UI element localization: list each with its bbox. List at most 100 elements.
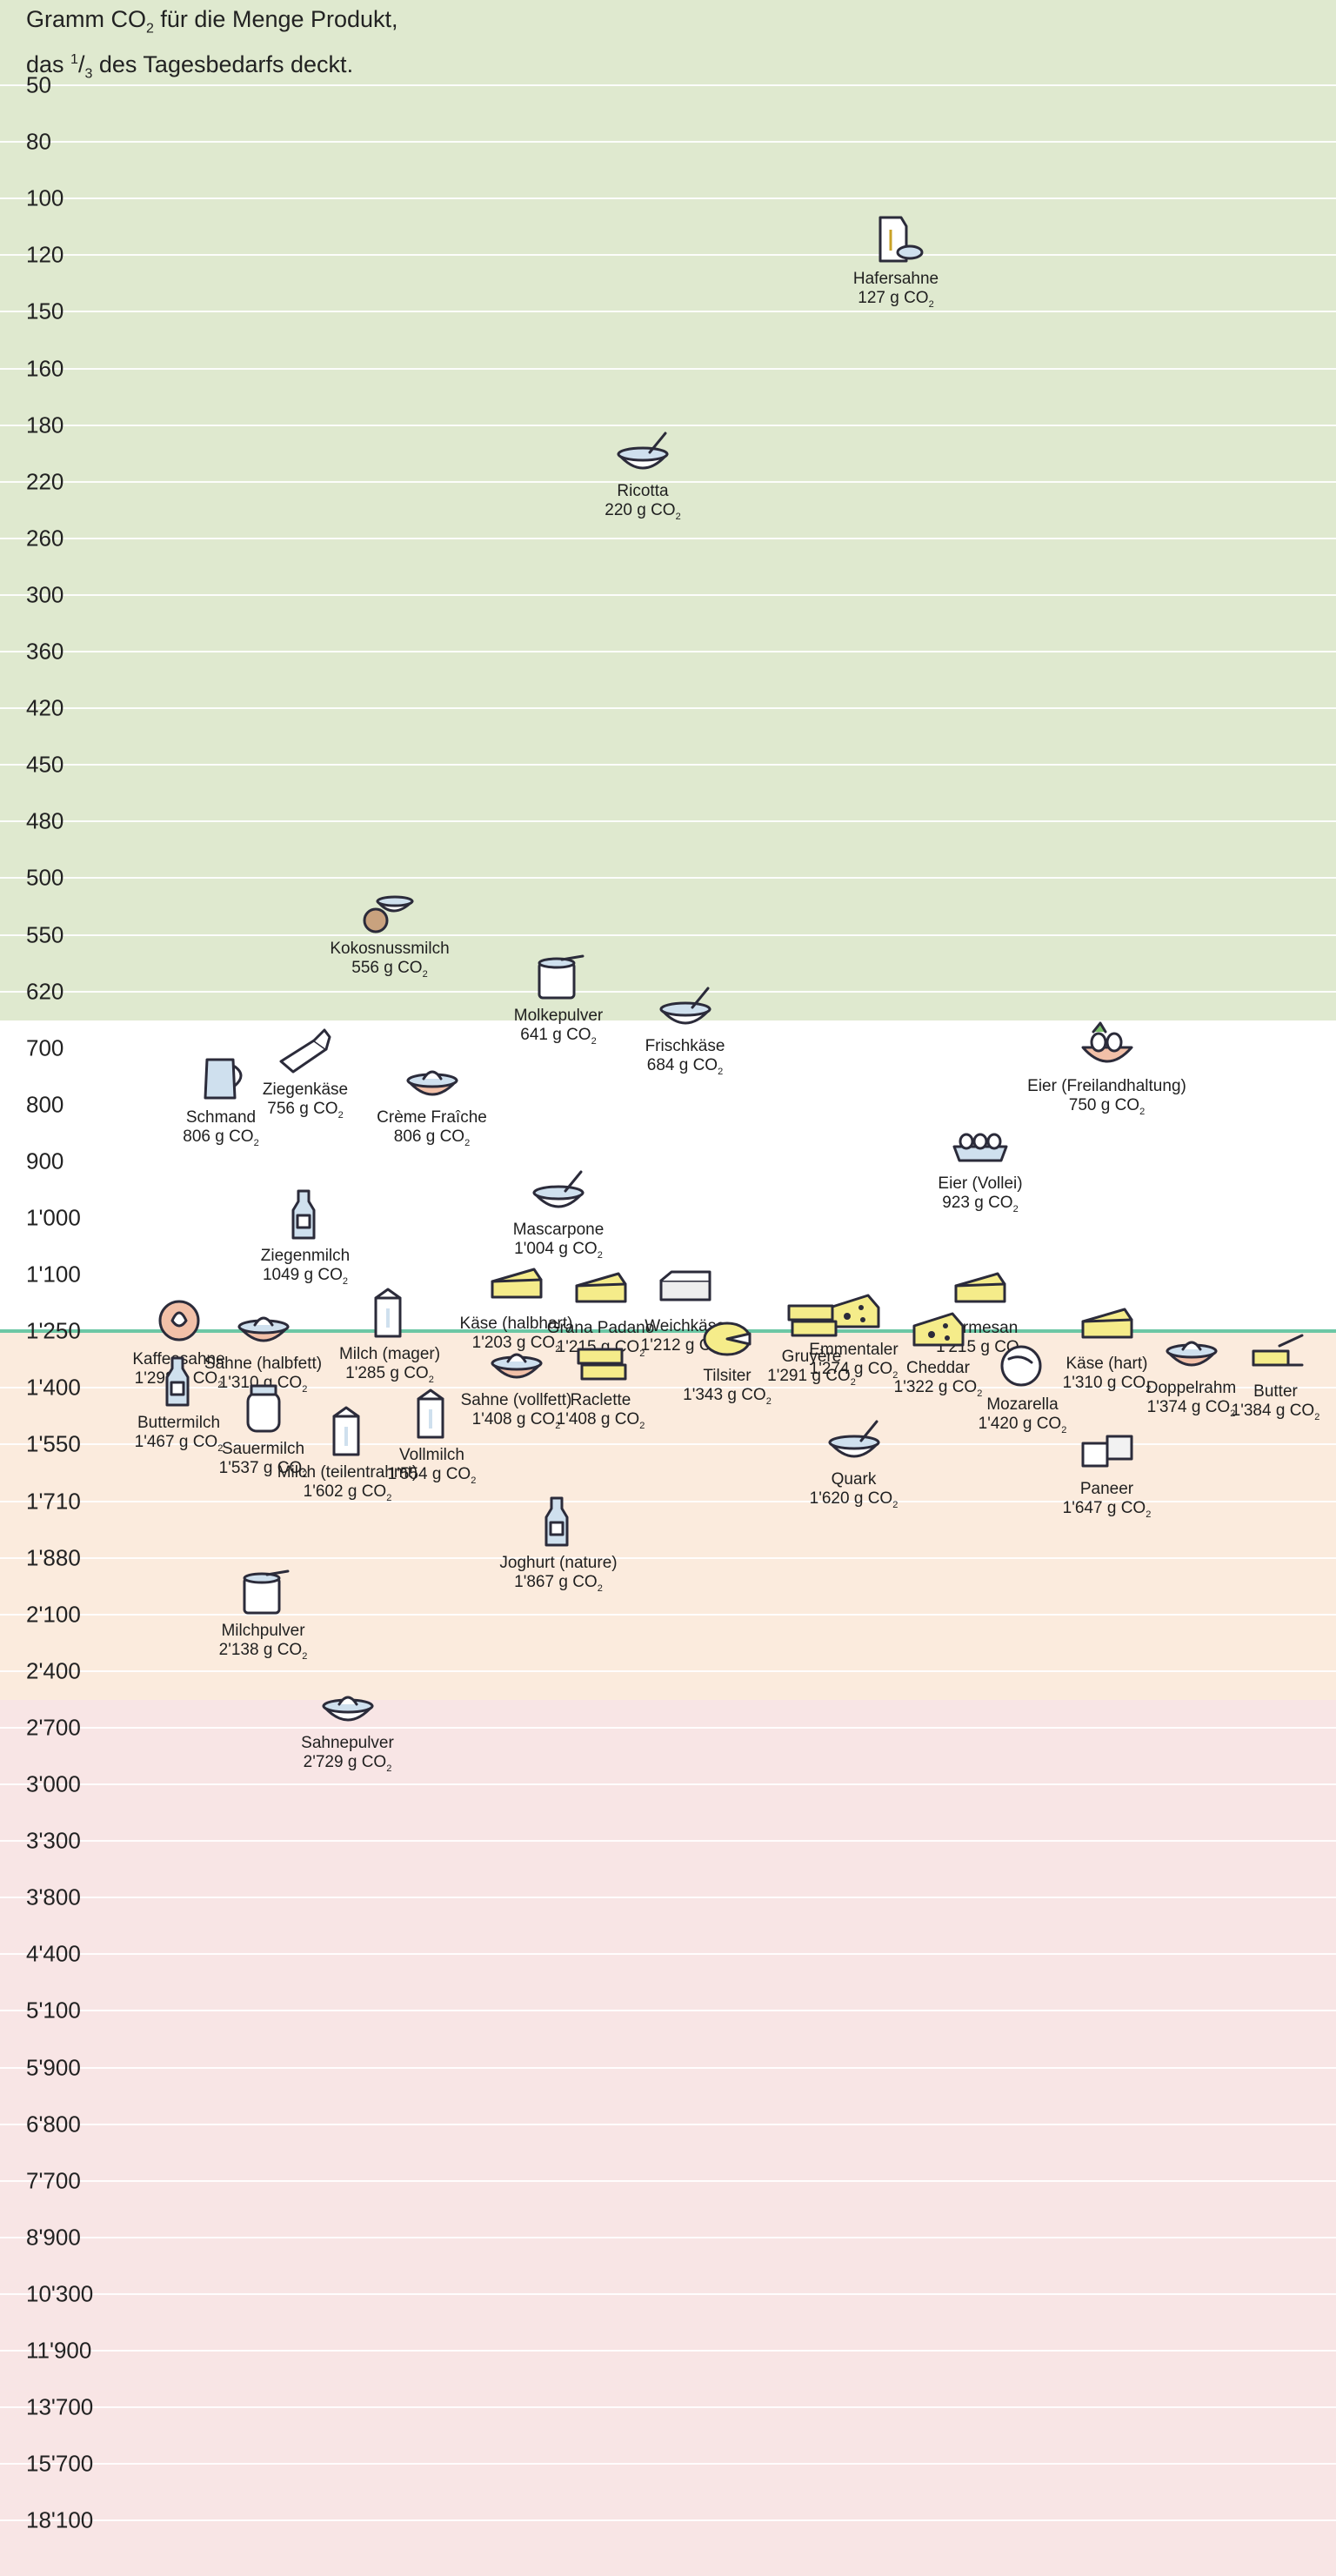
data-point-label: Milch (teilentrahmt) bbox=[277, 1463, 418, 1482]
data-point: Sauermilch 1'537 g CO2 bbox=[159, 1377, 368, 1484]
gridline bbox=[0, 764, 1336, 766]
y-tick-label: 15'700 bbox=[26, 2450, 94, 2477]
data-point: Ziegenkäse 756 g CO2 bbox=[201, 1018, 410, 1125]
y-tick-label: 700 bbox=[26, 1034, 64, 1061]
data-point-value: 1'554 g CO2 bbox=[387, 1465, 477, 1486]
title-subscript: 3 bbox=[84, 66, 93, 82]
unit-subscript: 2 bbox=[555, 1420, 561, 1431]
data-point-value: 1'310 g CO2 bbox=[218, 1374, 308, 1395]
y-tick-label: 3'300 bbox=[26, 1827, 81, 1854]
data-point-value: 1'291 g CO2 bbox=[767, 1366, 856, 1388]
data-point-value: 1'647 g CO2 bbox=[1062, 1498, 1152, 1520]
bowl-icon bbox=[581, 974, 790, 1037]
unit-subscript: 2 bbox=[428, 1374, 434, 1385]
data-point-value: 756 g CO2 bbox=[267, 1100, 344, 1121]
unit-subscript: 2 bbox=[464, 1137, 471, 1148]
gridline bbox=[0, 877, 1336, 880]
gridline bbox=[0, 2519, 1336, 2522]
data-point-label: Quark bbox=[831, 1469, 877, 1489]
gridline bbox=[0, 1953, 1336, 1956]
data-point-value: 220 g CO2 bbox=[605, 500, 681, 522]
data-point-value: 750 g CO2 bbox=[1068, 1096, 1146, 1118]
gridline bbox=[0, 2236, 1336, 2238]
y-tick-label: 3'800 bbox=[26, 1883, 81, 1910]
y-tick-label: 420 bbox=[26, 694, 64, 721]
y-tick-label: 5'100 bbox=[26, 1997, 81, 2024]
data-point: Ziegenmilch 1049 g CO2 bbox=[201, 1184, 410, 1291]
y-tick-label: 450 bbox=[26, 751, 64, 778]
data-point-label: Milch (mager) bbox=[338, 1345, 441, 1364]
holey-cheese-icon bbox=[750, 1278, 959, 1341]
bowl-icon bbox=[538, 419, 747, 482]
powder-tin-icon bbox=[454, 944, 663, 1007]
goat-cheese-icon bbox=[201, 1018, 410, 1081]
egg-carton-icon bbox=[876, 1112, 1085, 1174]
data-point-label: Doppelrahm bbox=[1146, 1378, 1237, 1397]
chart-title: Gramm CO2 für die Menge Produkt, das 1/3… bbox=[26, 3, 398, 90]
data-point: Milch (teilentrahmt) 1'602 g CO2 bbox=[244, 1401, 452, 1508]
y-tick-label: 550 bbox=[26, 921, 64, 947]
y-tick-label: 7'700 bbox=[26, 2167, 81, 2194]
data-point-label: Kokosnussmilch bbox=[330, 940, 450, 959]
y-tick-label: 18'100 bbox=[26, 2506, 94, 2533]
y-tick-label: 1'000 bbox=[26, 1204, 81, 1231]
unit-subscript: 2 bbox=[217, 1442, 224, 1454]
data-point: Käse (hart) 1'310 g CO2 bbox=[1003, 1292, 1212, 1399]
data-point-label: Butter bbox=[1253, 1382, 1298, 1401]
gridline bbox=[0, 990, 1336, 993]
unit-subscript: 2 bbox=[928, 298, 934, 310]
y-tick-label: 2'700 bbox=[26, 1714, 81, 1741]
gridline bbox=[0, 141, 1336, 144]
unit-subscript: 2 bbox=[302, 1651, 308, 1663]
data-point-value: 127 g CO2 bbox=[858, 288, 934, 310]
data-point-label: Frischkäse bbox=[645, 1037, 725, 1056]
cheese-block-icon bbox=[707, 1285, 916, 1348]
data-point: Sahnepulver 2'729 g CO2 bbox=[244, 1671, 452, 1778]
data-point-label: Vollmilch bbox=[399, 1446, 464, 1465]
y-tick-label: 50 bbox=[26, 71, 51, 98]
y-tick-label: 11'900 bbox=[26, 2337, 92, 2364]
y-tick-label: 2'100 bbox=[26, 1601, 81, 1628]
y-tick-label: 3'000 bbox=[26, 1770, 81, 1797]
y-tick-label: 260 bbox=[26, 525, 64, 552]
yogurt-jar-icon bbox=[159, 1377, 368, 1440]
unit-subscript: 2 bbox=[765, 1396, 772, 1408]
data-point-label: Tilsiter bbox=[703, 1367, 752, 1386]
y-tick-label: 1'710 bbox=[26, 1488, 81, 1514]
gridline bbox=[0, 651, 1336, 652]
y-tick-label: 8'900 bbox=[26, 2224, 81, 2251]
data-point-value: 1'203 g CO2 bbox=[471, 1333, 561, 1355]
unit-subscript: 2 bbox=[1012, 1204, 1019, 1215]
data-point-label: Joghurt (nature) bbox=[499, 1553, 618, 1572]
unit-subscript: 2 bbox=[639, 1420, 645, 1431]
data-point-value: 556 g CO2 bbox=[351, 959, 428, 980]
y-tick-label: 160 bbox=[26, 355, 64, 381]
y-tick-label: 1'400 bbox=[26, 1374, 81, 1401]
data-point-label: Sahnepulver bbox=[301, 1733, 394, 1752]
data-point-value: 1'537 g CO2 bbox=[218, 1459, 308, 1480]
data-point-value: 806 g CO2 bbox=[393, 1127, 471, 1148]
y-tick-label: 80 bbox=[26, 128, 51, 155]
y-tick-label: 120 bbox=[26, 241, 64, 268]
coconut-icon bbox=[285, 877, 494, 940]
y-tick-label: 5'900 bbox=[26, 2054, 81, 2080]
butter-icon bbox=[1172, 1320, 1336, 1382]
gridline bbox=[0, 1669, 1336, 1672]
milk-carton-icon bbox=[328, 1383, 537, 1446]
y-tick-label: 6'800 bbox=[26, 2111, 81, 2138]
data-point: Mascarpone 1'004 g CO2 bbox=[454, 1158, 663, 1265]
powder-bowl-icon bbox=[244, 1671, 452, 1734]
mozzarella-icon bbox=[918, 1333, 1127, 1395]
oat-carton-icon bbox=[792, 207, 1000, 270]
data-point: Hafersahne 127 g CO2 bbox=[792, 207, 1000, 314]
data-point-value: 684 g CO2 bbox=[646, 1056, 724, 1078]
data-point: Raclette 1'408 g CO2 bbox=[497, 1328, 705, 1435]
jug-icon bbox=[117, 1046, 325, 1108]
paneer-icon bbox=[1003, 1417, 1212, 1480]
data-point: Joghurt (nature) 1'867 g CO2 bbox=[454, 1491, 663, 1598]
data-point-value: 1'310 g CO2 bbox=[1062, 1374, 1152, 1395]
data-point-value: 1'374 g CO2 bbox=[1146, 1397, 1236, 1419]
gridline bbox=[0, 1103, 1336, 1106]
title-subscript: 2 bbox=[146, 21, 154, 37]
